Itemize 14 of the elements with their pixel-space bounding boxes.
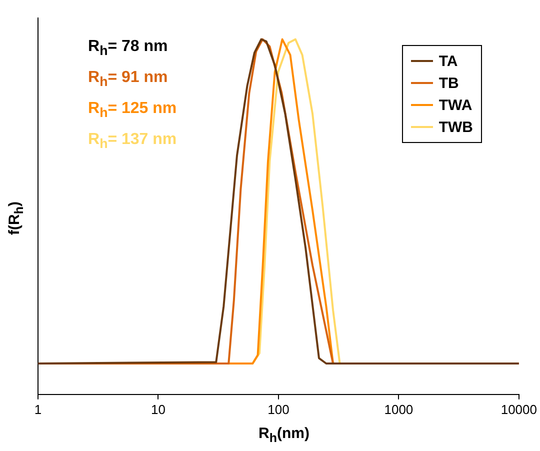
legend-label: TWB — [438, 118, 473, 136]
annotation: R$_{h}$= 78 nm — [88, 38, 168, 58]
annotation: R$_{h}$= 91 nm — [88, 69, 168, 90]
annotation: R$_{h}$= 125 nm — [88, 100, 177, 120]
x-tick-label: 1000 — [384, 402, 414, 417]
x-axis-title: R$_{h}$(nm) — [258, 425, 310, 445]
legend-label: TB — [438, 74, 459, 92]
legend-label: TA — [438, 52, 458, 70]
x-tick-label: 10 — [150, 402, 166, 417]
x-tick-label: 10000 — [500, 402, 538, 417]
annotation: R$_{h}$= 137 nm — [88, 131, 177, 152]
x-tick-label: 100 — [268, 402, 290, 417]
legend-label: TWA — [438, 96, 472, 114]
x-tick-label: 1 — [34, 402, 42, 417]
